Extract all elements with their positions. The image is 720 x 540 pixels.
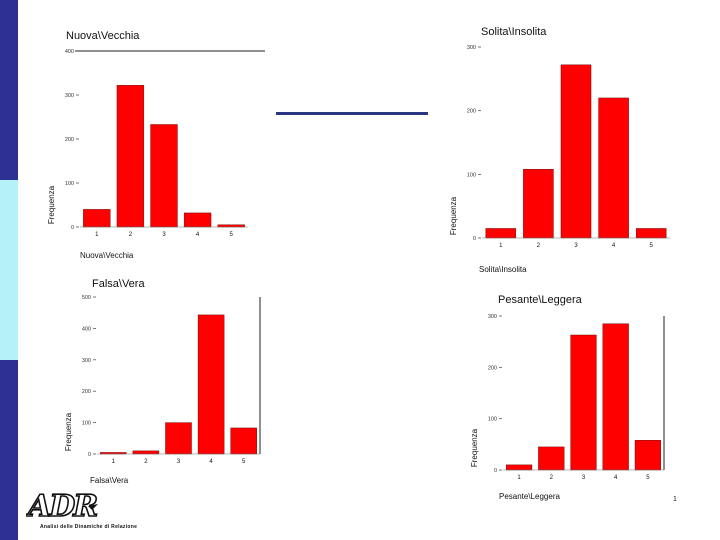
side-strip-middle: [0, 180, 18, 360]
svg-text:ADR: ADR: [26, 489, 97, 524]
y-tick-label: 0: [473, 236, 476, 242]
x-tick-label: 3: [574, 243, 578, 249]
x-tick-label: 1: [95, 232, 99, 238]
x-tick-label: 1: [112, 459, 116, 465]
bar-1: [506, 464, 533, 471]
bar-3: [150, 124, 178, 228]
y-tick-label: 400: [82, 326, 91, 332]
bar-2: [538, 446, 565, 471]
x-tick-label: 2: [550, 475, 554, 481]
side-strip-top: [0, 0, 18, 180]
y-tick-label: 500: [82, 295, 91, 301]
adr-logo: ADR: [26, 488, 100, 525]
chart-solita-insolita: Solita\Insolita 0 100 200 300 Frequenza 1 2 3 4 5: [0, 0, 690, 255]
x-tick-label: 3: [582, 475, 586, 481]
y-tick-label: 400: [65, 49, 74, 55]
x-tick-label: 5: [650, 243, 654, 249]
bar-4: [602, 323, 629, 471]
y-tick-label: 200: [82, 389, 91, 395]
y-axis-label: Frequenza: [449, 196, 458, 235]
bar-4: [598, 97, 629, 239]
x-tick-label: 2: [129, 232, 133, 238]
chart-title: Nuova\Vecchia: [66, 30, 140, 42]
chart-pesante-leggera: Pesante\Leggera 0 100 200 300 Frequenza 1 2 3 4 5: [470, 294, 665, 481]
y-tick-label: 100: [82, 421, 91, 427]
bar-3: [560, 64, 592, 239]
page-number: 1: [673, 496, 677, 503]
y-tick-label: 0: [71, 225, 74, 231]
logo-subtitle: Analisi delle Dinamiche di Relazione: [40, 524, 138, 530]
bar-5: [634, 440, 661, 471]
y-tick-label: 100: [488, 417, 497, 423]
chart-title: Solita\Insolita: [481, 26, 547, 38]
x-tick-label: 2: [537, 243, 541, 249]
side-strip-bottom: [0, 360, 18, 540]
y-tick-label: 0: [88, 452, 91, 458]
y-tick-label: 0: [494, 468, 497, 474]
bar-5: [230, 427, 257, 455]
x-tick-label: 1: [499, 243, 503, 249]
x-tick-label: 4: [612, 243, 616, 249]
chart-title: Falsa\Vera: [92, 278, 145, 290]
x-axis-label: Nuova\Vecchia: [80, 251, 134, 260]
bar-3: [165, 422, 192, 455]
x-tick-label: 1: [517, 475, 521, 481]
bar-2: [116, 85, 145, 228]
y-tick-label: 100: [467, 172, 476, 178]
y-tick-label: 200: [65, 137, 74, 143]
x-axis-label: Solita\Insolita: [479, 265, 527, 274]
y-axis-label: Frequenza: [470, 428, 479, 467]
chart-nuova-vecchia: Nuova\Vecchia 0 100 200 300 400 Frequenza 1 2 3 4…: [0, 0, 265, 245]
y-axis-label: Frequenza: [47, 185, 56, 224]
x-tick-label: 5: [230, 232, 234, 238]
y-tick-label: 200: [467, 109, 476, 115]
bar-2: [523, 169, 554, 239]
chart-title: Pesante\Leggera: [498, 294, 582, 306]
y-axis-label: Frequenza: [64, 412, 73, 451]
x-axis-label: Falsa\Vera: [90, 476, 129, 485]
x-axis-label: Pesante\Leggera: [499, 492, 560, 501]
x-tick-label: 2: [144, 459, 148, 465]
x-tick-label: 5: [646, 475, 650, 481]
x-tick-label: 4: [209, 459, 213, 465]
bar-4: [197, 314, 225, 455]
chart-falsa-vera: Falsa\Vera 0 100 200 300 400 500 Frequenza 1 2 3 4…: [0, 0, 265, 470]
y-tick-label: 300: [467, 45, 476, 51]
bar-3: [570, 334, 597, 471]
x-tick-label: 4: [614, 475, 618, 481]
y-tick-label: 300: [82, 358, 91, 364]
divider-line: [276, 112, 428, 115]
x-tick-label: 3: [162, 232, 166, 238]
x-tick-label: 5: [242, 459, 246, 465]
y-tick-label: 300: [488, 314, 497, 320]
y-tick-label: 100: [65, 181, 74, 187]
x-tick-label: 3: [177, 459, 181, 465]
y-tick-label: 300: [65, 93, 74, 99]
y-tick-label: 200: [488, 365, 497, 371]
x-tick-label: 4: [196, 232, 200, 238]
